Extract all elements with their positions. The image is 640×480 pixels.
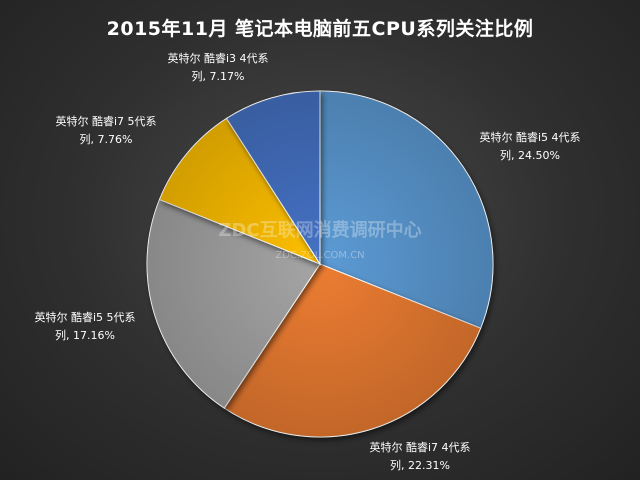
slice-label-3: 英特尔 酷睿i5 5代系列, 17.16%: [34, 310, 135, 342]
chart-title: 2015年11月 笔记本电脑前五CPU系列关注比例: [106, 18, 534, 40]
slice-labels: 英特尔 酷睿i5 4代系列, 24.50% 英特尔 酷睿i7 4代系列, 22.3…: [34, 51, 580, 472]
watermark-line1: ZDC互联网消费调研中心: [218, 219, 421, 241]
pie-slices: [146, 90, 494, 438]
slice-label-1: 英特尔 酷睿i5 4代系列, 24.50%: [479, 130, 580, 162]
watermark-line2: ZDC.ZOL.COM.CN: [275, 250, 364, 261]
slice-label-5: 英特尔 酷睿i3 4代系列, 7.17%: [167, 51, 268, 83]
slice-label-4: 英特尔 酷睿i7 5代系列, 7.76%: [55, 114, 156, 146]
slice-label-2: 英特尔 酷睿i7 4代系列, 22.31%: [369, 440, 470, 472]
